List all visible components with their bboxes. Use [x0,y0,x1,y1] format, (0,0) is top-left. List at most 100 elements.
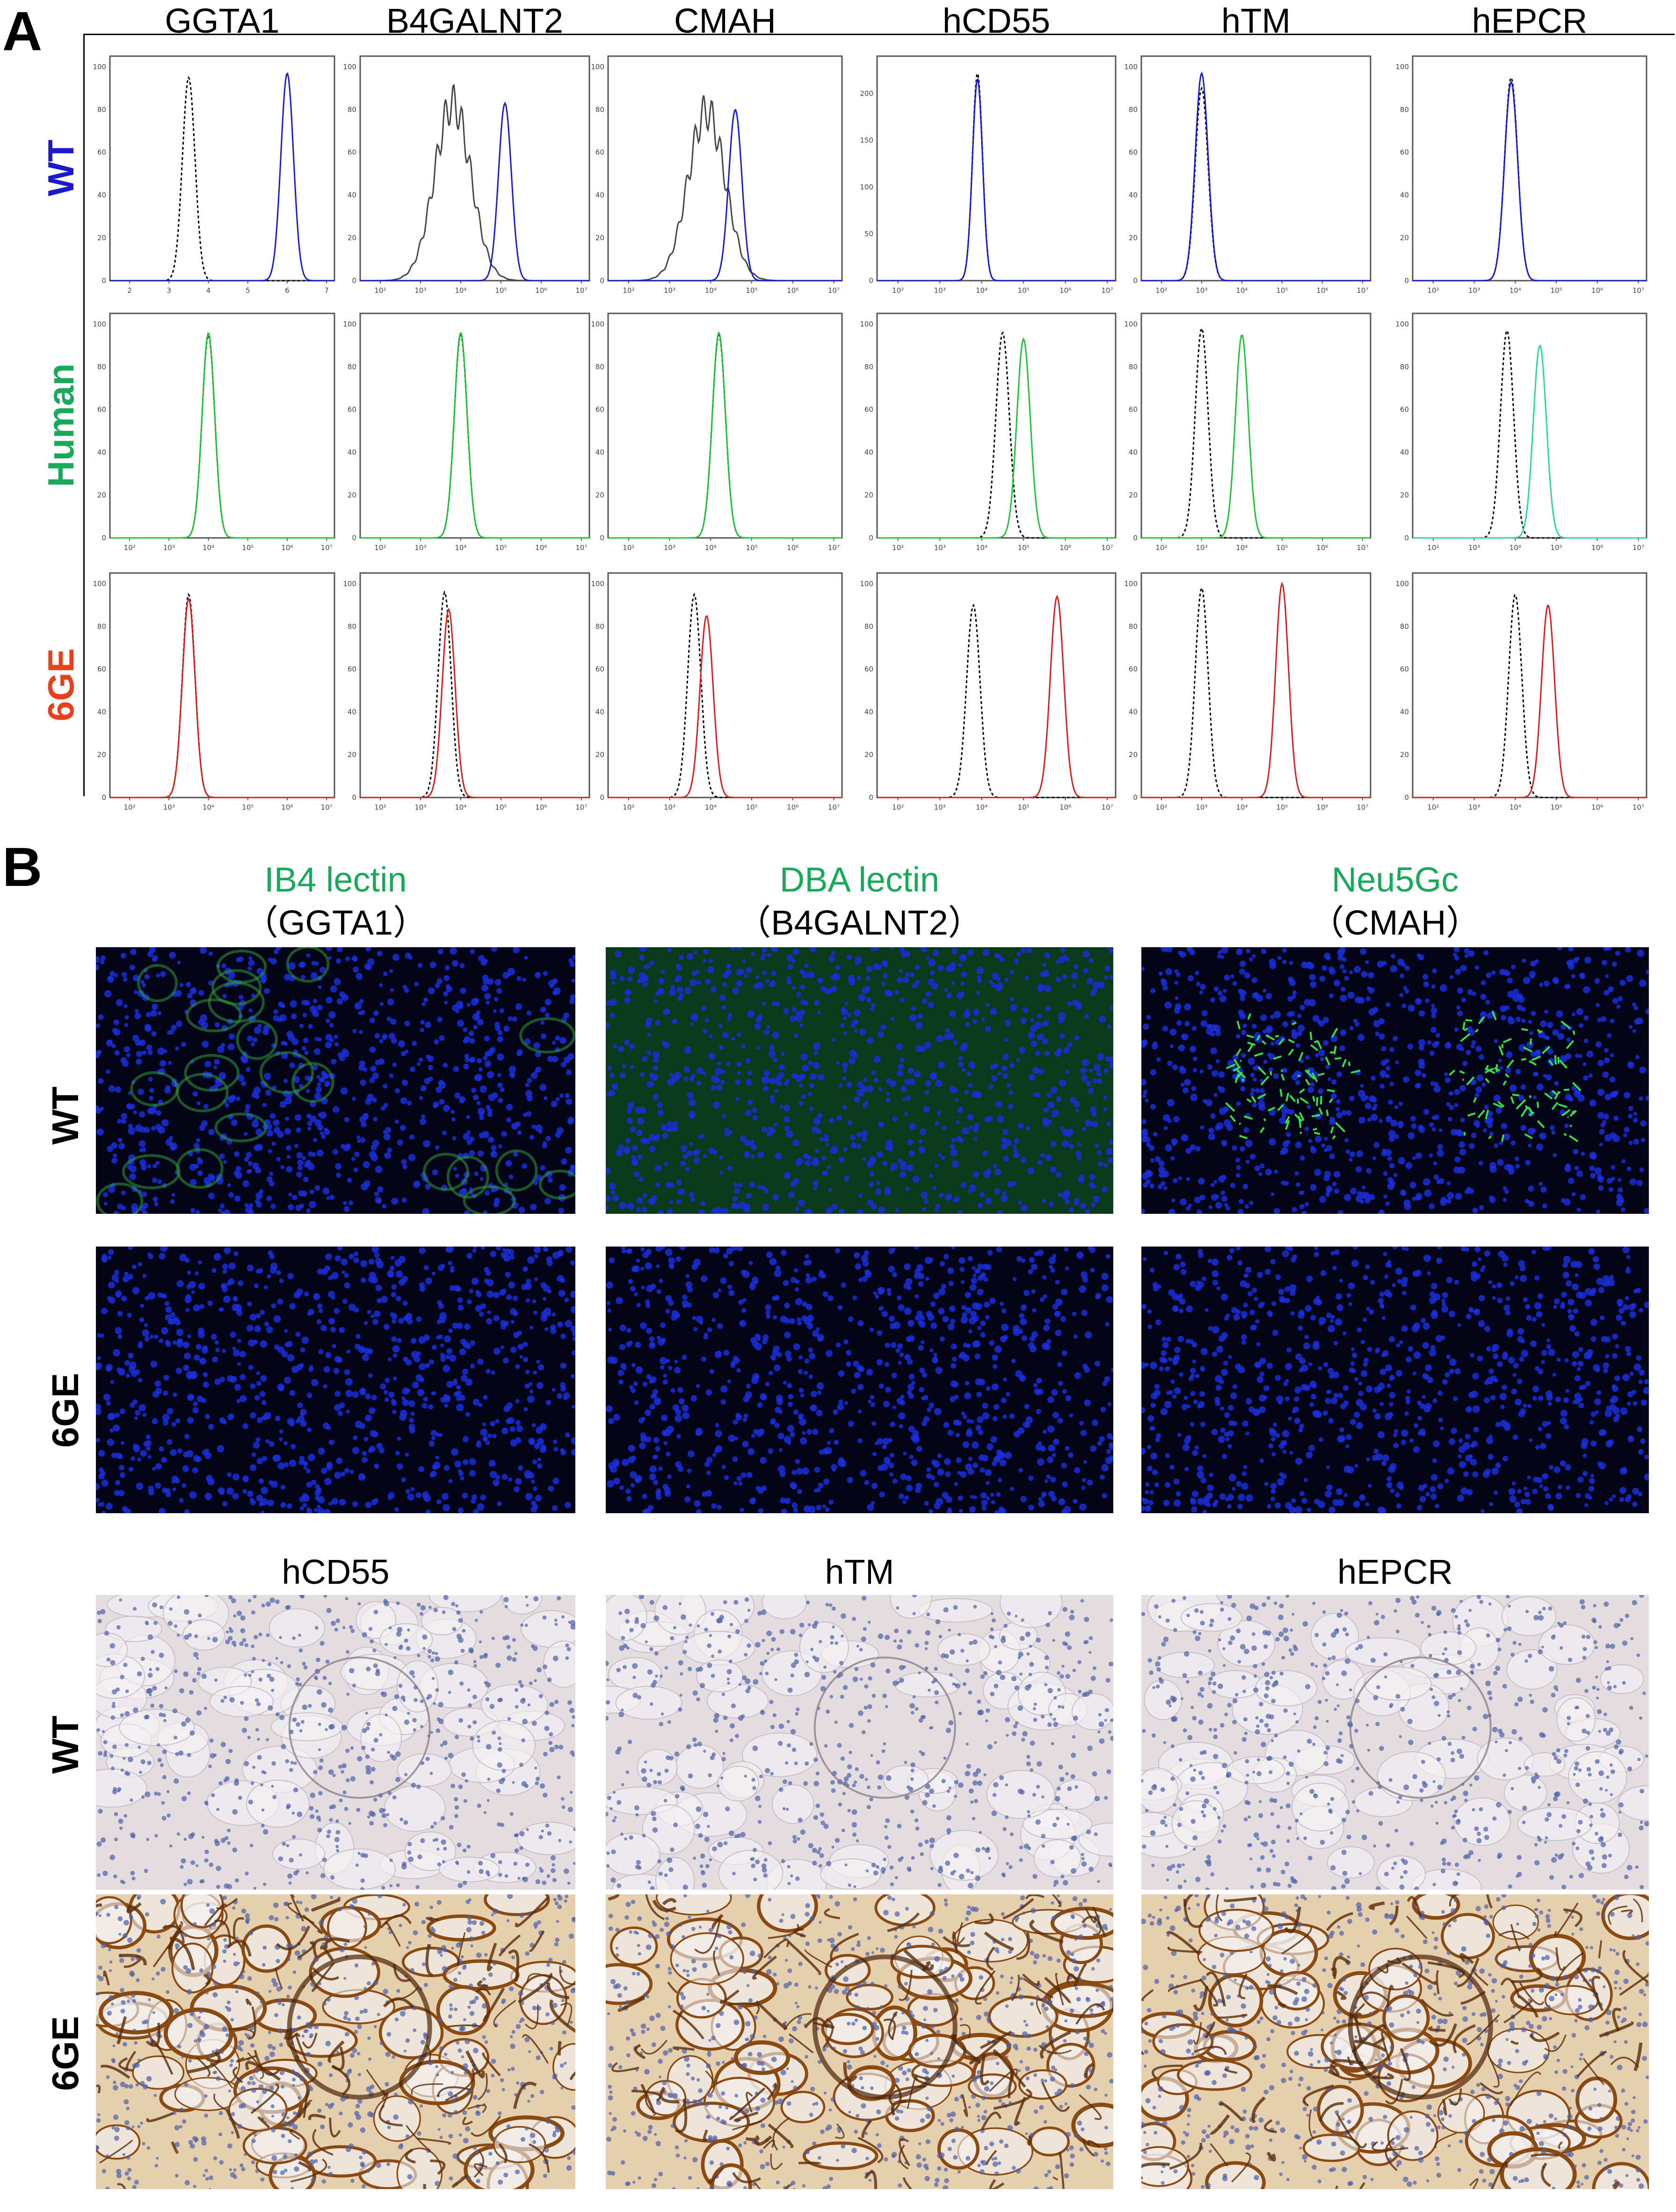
y-tick-label: 40 [348,191,356,199]
y-tick-label: 100 [1395,580,1409,588]
x-tick-label: 10³ [934,803,946,812]
histogram-frame [607,312,843,539]
flow-histogram: 10² 10³ 10⁴ 10⁵ 10⁶ 10⁷ 0 20 40 60 80 100 [591,55,843,295]
histogram-frame [1412,572,1647,798]
y-tick-label: 40 [864,708,873,716]
panel-a-column-title: GGTA1 [165,1,280,40]
sample-histogram-curve [1141,71,1371,282]
y-tick-label: 80 [595,105,604,114]
histogram-frame [1412,55,1647,282]
x-tick-label: 10³ [414,803,426,812]
histogram-frame [359,55,590,282]
y-tick-label: 60 [348,148,356,157]
x-tick-label: 10⁴ [1236,803,1248,812]
flow-histogram: 10² 10³ 10⁴ 10⁵ 10⁶ 10⁷ 0 20 40 60 80 100 [343,312,590,552]
panel-a-column-title: hTM [1221,1,1291,40]
x-tick-label: 10⁷ [1632,544,1644,552]
histogram-frame [359,572,590,798]
x-tick-label: 5 [246,286,250,295]
histogram-frame [876,55,1117,282]
x-tick-label: 10² [1155,544,1167,552]
panel-a-row-label: Human [40,363,81,487]
x-tick-label: 10⁶ [1591,286,1603,295]
sample-histogram-curve [877,595,1116,798]
x-tick-label: 4 [206,286,211,295]
x-tick-label: 10² [623,544,634,552]
control-histogram-curve [877,331,1116,539]
y-tick-label: 60 [97,406,106,414]
x-tick-label: 10⁵ [1550,286,1562,295]
sample-histogram-curve [110,597,334,798]
x-tick-label: 10⁶ [1059,544,1071,552]
x-tick-label: 10⁵ [1018,544,1030,552]
x-tick-label: 10³ [1468,286,1480,295]
panel-a-top-rule [84,34,1675,35]
y-tick-label: 80 [97,622,106,631]
x-tick-label: 10⁶ [1316,803,1328,812]
y-tick-label: 100 [343,63,356,71]
sample-histogram-curve [1413,81,1647,282]
panel-b-letter: B [2,836,43,898]
x-tick-label: 10³ [1196,286,1207,295]
ihc-micrograph [1141,1894,1649,2189]
histogram-frame [109,572,335,798]
y-tick-label: 0 [600,534,604,542]
flow-histogram: 10² 10³ 10⁴ 10⁵ 10⁶ 10⁷ 0 20 40 60 80 100 [591,572,843,812]
y-tick-label: 20 [348,491,356,500]
x-tick-label: 10⁴ [1509,544,1521,552]
sample-histogram-curve [360,608,589,798]
y-tick-label: 0 [1133,793,1138,802]
histogram-frame [109,312,335,539]
histogram-frame [1140,55,1371,282]
x-tick-label: 10² [374,286,386,295]
y-tick-label: 0 [600,276,604,285]
if-stain-title: Neu5Gc [1331,860,1459,899]
flow-histogram: 2 3 4 5 6 7 0 20 40 60 80 100 [93,55,335,295]
flow-histogram: 10² 10³ 10⁴ 10⁵ 10⁶ 10⁷ 0 20 40 60 80 100 [1395,55,1647,295]
x-tick-label: 10⁶ [1059,803,1071,812]
y-tick-label: 40 [97,191,106,199]
panel-a-column-title: hEPCR [1472,1,1588,40]
ihc-micrograph [606,1595,1113,1890]
panel-a-column-title: B4GALNT2 [386,1,564,40]
x-tick-label: 10³ [664,544,675,552]
y-tick-label: 80 [348,363,356,371]
x-tick-label: 10⁷ [321,544,333,552]
histogram-frame [876,572,1117,798]
y-tick-label: 60 [595,148,604,157]
ihc-micrograph [96,1894,575,2189]
y-tick-label: 100 [343,320,356,328]
x-tick-label: 10³ [414,286,426,295]
histogram-frame [1412,312,1647,539]
sample-histogram-curve [1141,334,1371,539]
y-tick-label: 60 [348,406,356,414]
panel-a-left-rule [83,34,85,796]
y-tick-label: 60 [1129,665,1138,674]
y-tick-label: 50 [864,230,873,238]
y-tick-label: 20 [595,491,604,500]
y-tick-label: 40 [1400,448,1409,457]
x-tick-label: 10⁵ [495,544,507,552]
x-tick-label: 10⁴ [976,544,987,552]
ihc-micrograph [1141,1595,1649,1890]
y-tick-label: 100 [591,320,604,328]
y-tick-label: 100 [1124,63,1138,71]
y-tick-label: 80 [97,363,106,371]
ihc-column-title: hCD55 [282,1552,390,1591]
y-tick-label: 200 [860,89,873,98]
x-tick-label: 10⁶ [1316,286,1328,295]
y-tick-label: 20 [864,751,873,759]
x-tick-label: 10⁵ [495,286,507,295]
tissue-section [1141,1894,1649,2189]
flow-histogram: 10² 10³ 10⁴ 10⁵ 10⁶ 10⁷ 0 20 40 60 80 100 [1395,312,1647,552]
y-tick-label: 60 [1129,406,1138,414]
x-tick-label: 10³ [1468,544,1480,552]
sample-histogram-curve [110,332,334,539]
flow-histogram: 10² 10³ 10⁴ 10⁵ 10⁶ 10⁷ 0 20 40 60 80 100 [591,312,843,552]
if-gene-title: （B4GALNT2） [736,903,983,942]
y-tick-label: 80 [1129,622,1138,631]
histogram-frame [607,572,843,798]
y-tick-label: 40 [348,708,356,716]
panel-a-row-label: WT [40,139,81,196]
x-tick-label: 10⁵ [1550,544,1562,552]
